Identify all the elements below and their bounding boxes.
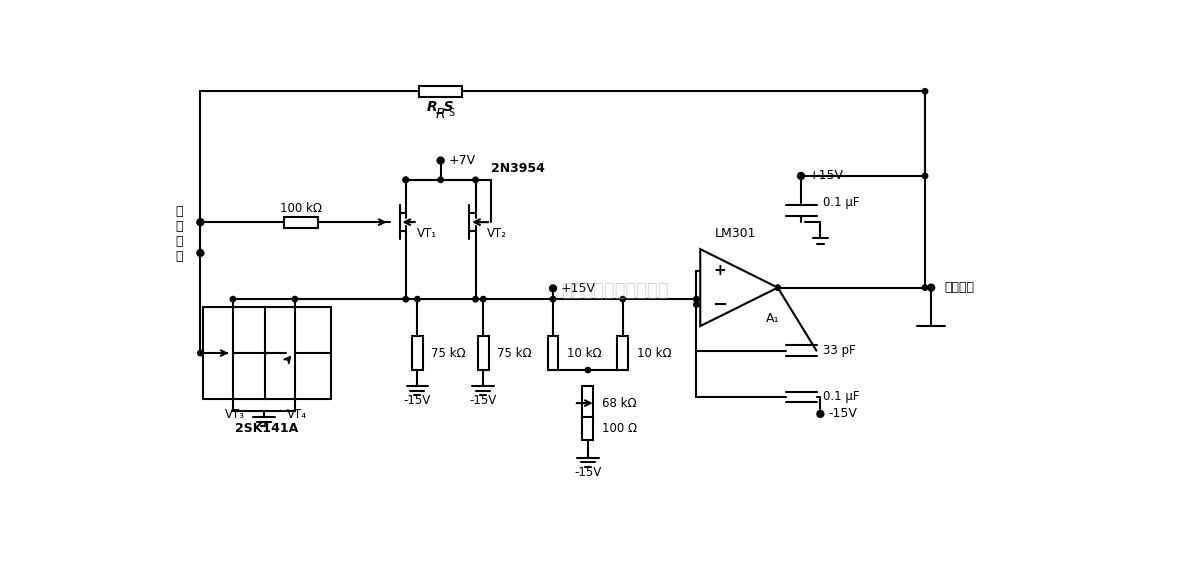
- Text: A₁: A₁: [766, 312, 780, 325]
- Text: 68 kΩ: 68 kΩ: [602, 396, 636, 410]
- Text: R_S: R_S: [427, 99, 455, 114]
- Text: VT₁: VT₁: [418, 227, 438, 240]
- Text: VT₂: VT₂: [487, 227, 508, 240]
- Circle shape: [403, 296, 408, 302]
- Circle shape: [923, 285, 928, 290]
- Text: 0.1 μF: 0.1 μF: [823, 197, 859, 210]
- Bar: [617, 336, 628, 370]
- Bar: [582, 386, 593, 420]
- Text: 0.1 μF: 0.1 μF: [823, 390, 859, 403]
- Bar: [582, 417, 593, 440]
- Text: -15V: -15V: [403, 394, 431, 407]
- Circle shape: [775, 285, 780, 290]
- Circle shape: [198, 350, 203, 356]
- Circle shape: [586, 367, 590, 373]
- Circle shape: [403, 177, 408, 182]
- Text: 10 kΩ: 10 kΩ: [566, 346, 601, 360]
- Circle shape: [817, 411, 823, 417]
- Text: 2SK141A: 2SK141A: [235, 422, 298, 435]
- Text: -15V: -15V: [575, 466, 601, 479]
- Text: 杭州将睿科技有限公司: 杭州将睿科技有限公司: [562, 282, 668, 300]
- Bar: [265, 307, 330, 399]
- Bar: [419, 86, 462, 97]
- Circle shape: [415, 296, 420, 302]
- Circle shape: [620, 296, 625, 302]
- Circle shape: [798, 173, 804, 179]
- Text: 100 kΩ: 100 kΩ: [280, 202, 322, 215]
- Text: VT₃: VT₃: [226, 408, 245, 421]
- Circle shape: [551, 296, 556, 302]
- Text: 电
流
输
入: 电 流 输 入: [175, 204, 184, 263]
- Circle shape: [923, 89, 928, 94]
- Bar: [547, 336, 558, 370]
- Circle shape: [198, 219, 203, 225]
- Bar: [203, 307, 269, 399]
- Text: 75 kΩ: 75 kΩ: [497, 346, 532, 360]
- Circle shape: [293, 296, 298, 302]
- Circle shape: [230, 296, 235, 302]
- Text: S: S: [449, 108, 455, 118]
- Text: 10 kΩ: 10 kΩ: [637, 346, 671, 360]
- Circle shape: [694, 296, 700, 302]
- Circle shape: [694, 302, 700, 307]
- Circle shape: [550, 285, 556, 291]
- Text: +15V: +15V: [809, 169, 844, 182]
- Circle shape: [438, 157, 444, 164]
- Text: 2N3954: 2N3954: [491, 162, 545, 175]
- Text: LM301: LM301: [714, 227, 756, 240]
- Circle shape: [473, 296, 479, 302]
- Text: -15V: -15V: [828, 407, 857, 420]
- Text: -15V: -15V: [469, 394, 497, 407]
- Text: R: R: [436, 107, 445, 120]
- Circle shape: [438, 177, 443, 182]
- Circle shape: [197, 250, 204, 256]
- Circle shape: [480, 296, 486, 302]
- Polygon shape: [701, 249, 778, 326]
- Text: +15V: +15V: [560, 282, 595, 295]
- Text: 33 pF: 33 pF: [823, 344, 856, 357]
- Circle shape: [403, 177, 408, 182]
- Text: VT₄: VT₄: [287, 408, 307, 421]
- Text: 75 kΩ: 75 kΩ: [431, 346, 466, 360]
- Text: 电压输出: 电压输出: [944, 281, 974, 294]
- Circle shape: [928, 285, 935, 291]
- Text: 100 Ω: 100 Ω: [602, 422, 637, 435]
- Bar: [412, 336, 422, 370]
- Bar: [284, 217, 318, 228]
- Circle shape: [262, 350, 268, 356]
- Circle shape: [473, 177, 479, 182]
- Circle shape: [923, 173, 928, 179]
- Bar: [478, 336, 488, 370]
- Text: +: +: [713, 263, 726, 278]
- Text: −: −: [712, 295, 727, 314]
- Text: +7V: +7V: [449, 154, 475, 167]
- Circle shape: [197, 219, 204, 225]
